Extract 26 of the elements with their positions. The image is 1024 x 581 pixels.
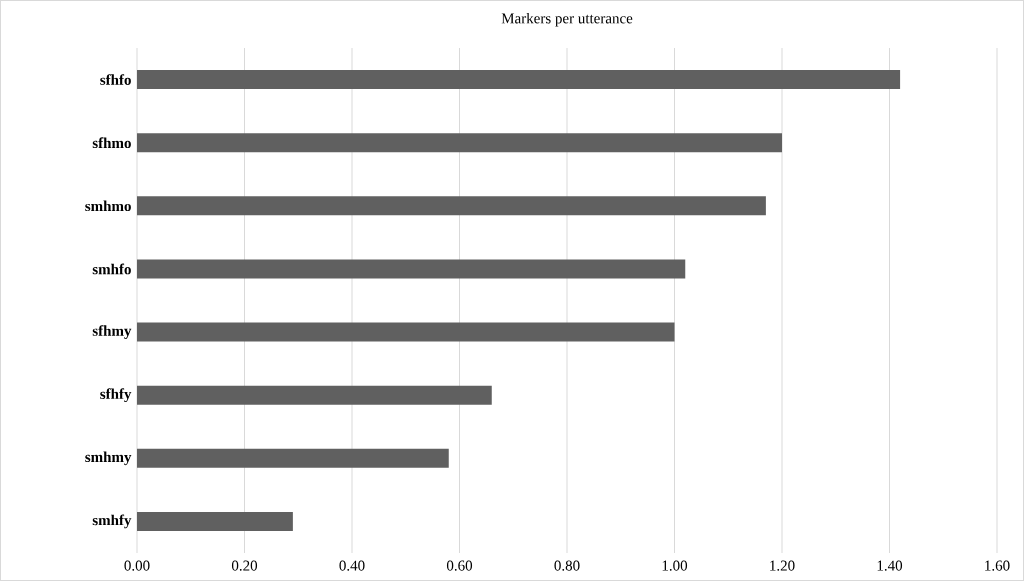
x-tick-label: 1.60 <box>985 560 1010 571</box>
bar <box>137 196 766 216</box>
x-tick-label: 0.60 <box>446 560 473 571</box>
bar <box>137 259 686 279</box>
bar <box>137 322 675 342</box>
y-tick-label: sfhfo <box>100 74 131 85</box>
x-tick-label: 1.20 <box>770 560 795 571</box>
y-tick-label: sfhmy <box>92 325 132 339</box>
y-tick-label: smhmy <box>85 451 132 466</box>
bar <box>137 385 492 405</box>
bar <box>137 511 293 531</box>
chart-title: Markers per utterance <box>501 12 633 27</box>
x-tick-label: 0.40 <box>339 560 365 571</box>
x-tick-label: 0.00 <box>124 560 150 571</box>
y-tick-label: smhmo <box>85 200 131 212</box>
y-tick-label: smhfy <box>92 514 132 529</box>
y-tick-label: sfhfy <box>100 388 132 403</box>
bar <box>137 70 901 90</box>
y-tick-label: sfhmo <box>92 137 131 149</box>
x-tick-label: 0.80 <box>554 560 580 571</box>
x-tick-label: 1.40 <box>877 560 903 571</box>
y-tick-label: smhfo <box>92 263 131 275</box>
bar <box>137 133 783 153</box>
bar <box>137 448 449 468</box>
x-tick-label: 0.20 <box>231 560 258 571</box>
x-tick-label: 1.00 <box>662 560 688 571</box>
